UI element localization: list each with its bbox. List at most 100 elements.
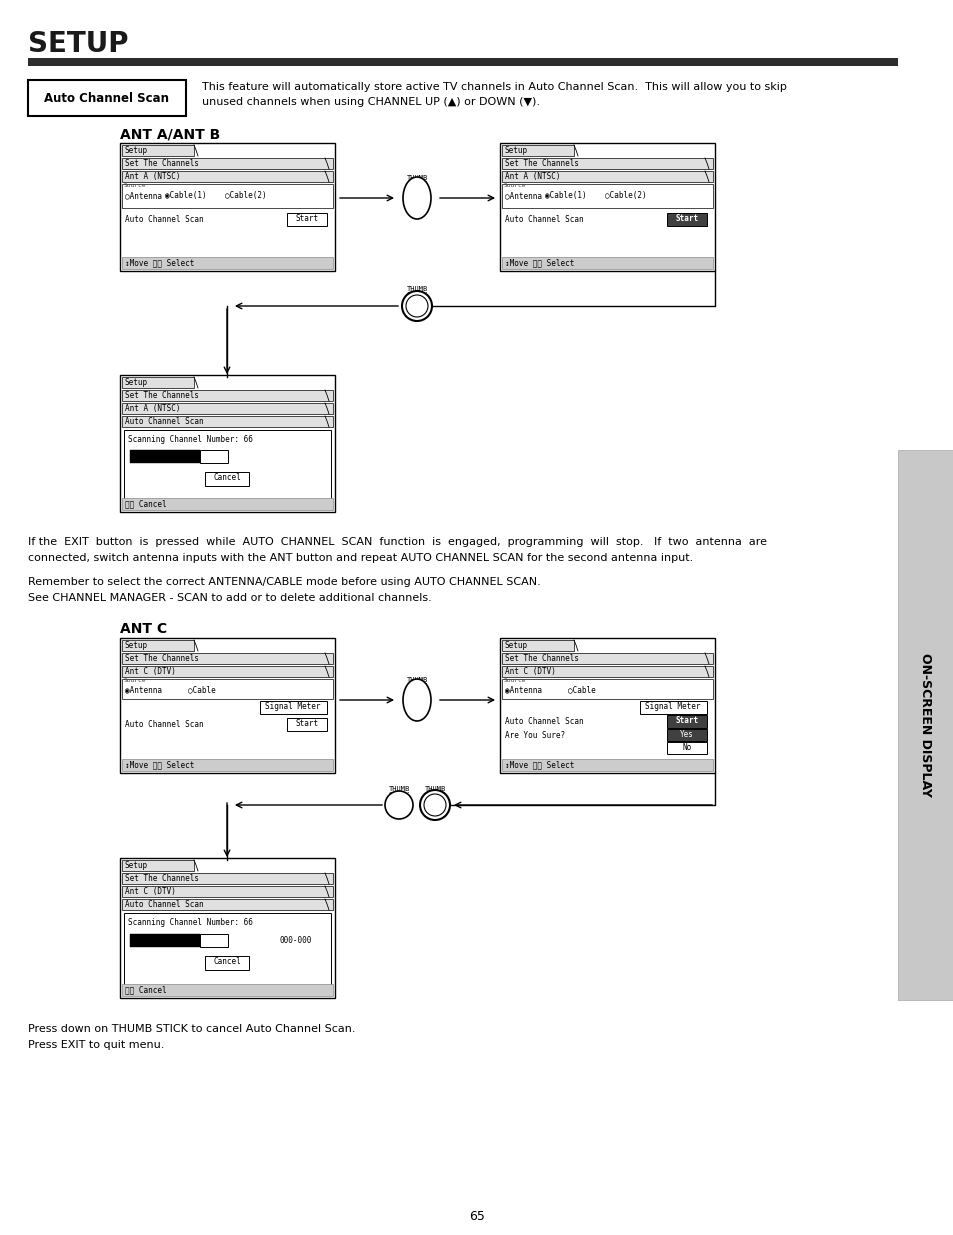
Bar [287, 718, 327, 731]
Text: Source: Source [124, 183, 147, 188]
Bar [122, 416, 333, 427]
Text: ○Cable: ○Cable [188, 685, 215, 694]
Bar [122, 144, 193, 156]
Text: Yes: Yes [679, 730, 693, 739]
Text: Are You Sure?: Are You Sure? [504, 731, 564, 740]
Text: This feature will automatically store active TV channels in Auto Channel Scan.  : This feature will automatically store ac… [202, 82, 786, 91]
Text: ○Antenna: ○Antenna [504, 191, 541, 200]
Text: Signal Meter: Signal Meter [265, 701, 320, 711]
Text: connected, switch antenna inputs with the ANT button and repeat AUTO CHANNEL SCA: connected, switch antenna inputs with th… [28, 553, 693, 563]
Text: Setup: Setup [125, 641, 148, 650]
Ellipse shape [419, 790, 450, 820]
Bar [260, 701, 327, 714]
Bar [897, 450, 953, 1000]
Text: Start: Start [295, 214, 318, 224]
Bar [666, 742, 706, 755]
Text: STICK: STICK [388, 792, 409, 798]
Text: Setup: Setup [125, 861, 148, 869]
Bar [666, 715, 706, 727]
Text: STICK: STICK [406, 683, 427, 689]
Text: 000-000: 000-000 [280, 936, 312, 945]
Ellipse shape [406, 295, 428, 317]
Text: Setup: Setup [125, 146, 148, 156]
Text: Scanning Channel Number: 66: Scanning Channel Number: 66 [128, 435, 253, 445]
Text: Scanning Channel Number: 66: Scanning Channel Number: 66 [128, 918, 253, 927]
Bar [666, 212, 706, 226]
Text: Ant C (DTV): Ant C (DTV) [125, 887, 175, 897]
Bar [122, 498, 333, 510]
Text: ○Cable(2): ○Cable(2) [225, 191, 266, 200]
Text: Ant A (NTSC): Ant A (NTSC) [125, 404, 180, 412]
Bar [122, 170, 333, 182]
Bar [120, 375, 335, 513]
Text: Press EXIT to quit menu.: Press EXIT to quit menu. [28, 1040, 164, 1050]
Text: THUMB: THUMB [424, 785, 445, 792]
Text: ◉Antenna: ◉Antenna [504, 685, 541, 694]
Bar [501, 170, 712, 182]
Text: Start: Start [675, 214, 698, 224]
Text: ○Antenna: ○Antenna [125, 191, 162, 200]
Bar [122, 653, 333, 664]
Bar [120, 638, 335, 773]
Bar [501, 679, 712, 699]
Ellipse shape [402, 177, 431, 219]
Bar [205, 956, 249, 969]
Text: Auto Channel Scan: Auto Channel Scan [504, 215, 583, 224]
Bar [124, 430, 331, 500]
Text: No: No [681, 743, 691, 752]
Bar [499, 638, 714, 773]
Text: ON-SCREEN DISPLAY: ON-SCREEN DISPLAY [919, 653, 931, 797]
Bar [200, 934, 228, 947]
Text: Set The Channels: Set The Channels [125, 391, 199, 400]
Text: ⓅⓂ Cancel: ⓅⓂ Cancel [125, 499, 167, 508]
Ellipse shape [401, 291, 432, 321]
Ellipse shape [423, 794, 446, 816]
Bar [501, 760, 712, 771]
Bar [28, 58, 897, 65]
Text: THUMB: THUMB [406, 677, 427, 683]
Bar [122, 760, 333, 771]
Text: Source: Source [503, 678, 526, 683]
Bar [501, 158, 712, 169]
Text: Signal Meter: Signal Meter [644, 701, 700, 711]
Text: Remember to select the correct ANTENNA/CABLE mode before using AUTO CHANNEL SCAN: Remember to select the correct ANTENNA/C… [28, 577, 540, 587]
Text: ANT A/ANT B: ANT A/ANT B [120, 128, 220, 142]
Text: Set The Channels: Set The Channels [125, 874, 199, 883]
Bar [205, 472, 249, 487]
Text: Set The Channels: Set The Channels [504, 159, 578, 168]
Bar [666, 729, 706, 741]
Bar [122, 873, 333, 884]
Text: Setup: Setup [504, 641, 528, 650]
Text: Ant C (DTV): Ant C (DTV) [125, 667, 175, 676]
Text: ⓅⓂ Cancel: ⓅⓂ Cancel [125, 986, 167, 994]
Text: SETUP: SETUP [28, 30, 129, 58]
Bar [501, 257, 712, 269]
Text: Setup: Setup [504, 146, 528, 156]
Text: Source: Source [124, 678, 147, 683]
Bar [120, 143, 335, 270]
Text: Ant C (DTV): Ant C (DTV) [504, 667, 556, 676]
Bar [130, 934, 200, 947]
Text: THUMB: THUMB [406, 175, 427, 182]
Bar [501, 184, 712, 207]
Bar [122, 885, 333, 897]
Text: Set The Channels: Set The Channels [125, 655, 199, 663]
Bar [501, 640, 574, 651]
Text: Set The Channels: Set The Channels [504, 655, 578, 663]
Bar [287, 212, 327, 226]
Bar [122, 184, 333, 207]
Text: ◉Cable(1): ◉Cable(1) [165, 191, 207, 200]
Text: Cancel: Cancel [213, 473, 240, 482]
Bar [200, 450, 228, 463]
Bar [122, 640, 193, 651]
Bar [122, 377, 193, 388]
Text: ○Cable(2): ○Cable(2) [604, 191, 646, 200]
Text: ◉Antenna: ◉Antenna [125, 685, 162, 694]
Text: ↕Move ⓅⓂ Select: ↕Move ⓅⓂ Select [125, 258, 194, 267]
Text: Cancel: Cancel [213, 957, 240, 966]
Text: Source: Source [503, 183, 526, 188]
Text: Auto Channel Scan: Auto Channel Scan [125, 900, 203, 909]
Text: Auto Channel Scan: Auto Channel Scan [125, 720, 203, 729]
Bar [124, 913, 331, 986]
Text: STICK: STICK [406, 182, 427, 186]
